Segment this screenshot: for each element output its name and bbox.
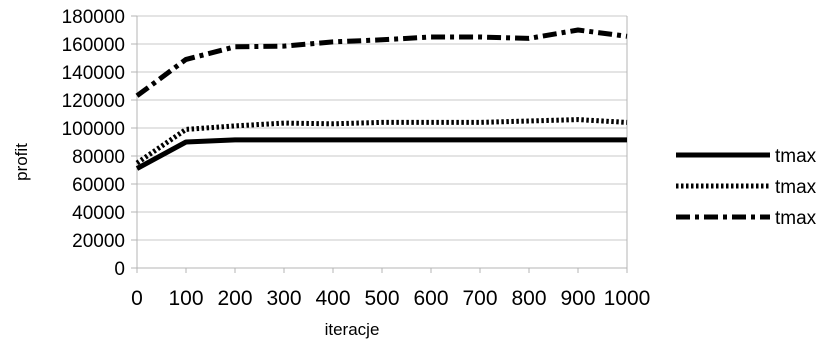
y-tick-label: 100000 [62,119,125,140]
x-axis-label: iteracje [325,320,380,339]
legend-label-1: tmax [775,146,817,167]
x-tick-labels: 0 100 200 300 400 500 600 700 800 900 1000 [131,287,650,310]
x-tick-label: 700 [462,287,497,310]
y-tick-label: 140000 [62,63,125,84]
x-tick-label: 1000 [604,287,651,310]
x-tick-label: 300 [266,287,301,310]
series-line-2 [135,117,628,166]
y-tick-label: 60000 [72,175,125,196]
x-tick-label: 800 [511,287,546,310]
series-line-1 [135,137,627,171]
series-line-3 [135,27,628,98]
x-tick-label: 400 [315,287,350,310]
legend-label-3: tmax [775,208,817,229]
y-tick-label: 80000 [72,147,125,168]
y-tick-label: 180000 [62,7,125,28]
y-axis-label: profit [12,143,31,181]
x-tick-label: 100 [168,287,203,310]
axes [131,15,628,273]
y-tick-label: 40000 [72,203,125,224]
legend-label-2: tmax [775,177,817,198]
y-tick-label: 0 [114,259,125,280]
x-tick-label: 500 [364,287,399,310]
series-lines [135,27,628,171]
x-tick-label: 0 [131,287,143,310]
x-tick-label: 200 [217,287,252,310]
y-tick-label: 120000 [62,91,125,112]
x-tick-label: 900 [560,287,595,310]
legend: tmax tmax tmax [676,146,817,229]
y-tick-label: 20000 [72,231,125,252]
y-tick-labels: 0 20000 40000 60000 80000 100000 120000 140000 1… [62,7,125,280]
y-tick-label: 160000 [62,35,125,56]
x-tick-label: 600 [413,287,448,310]
